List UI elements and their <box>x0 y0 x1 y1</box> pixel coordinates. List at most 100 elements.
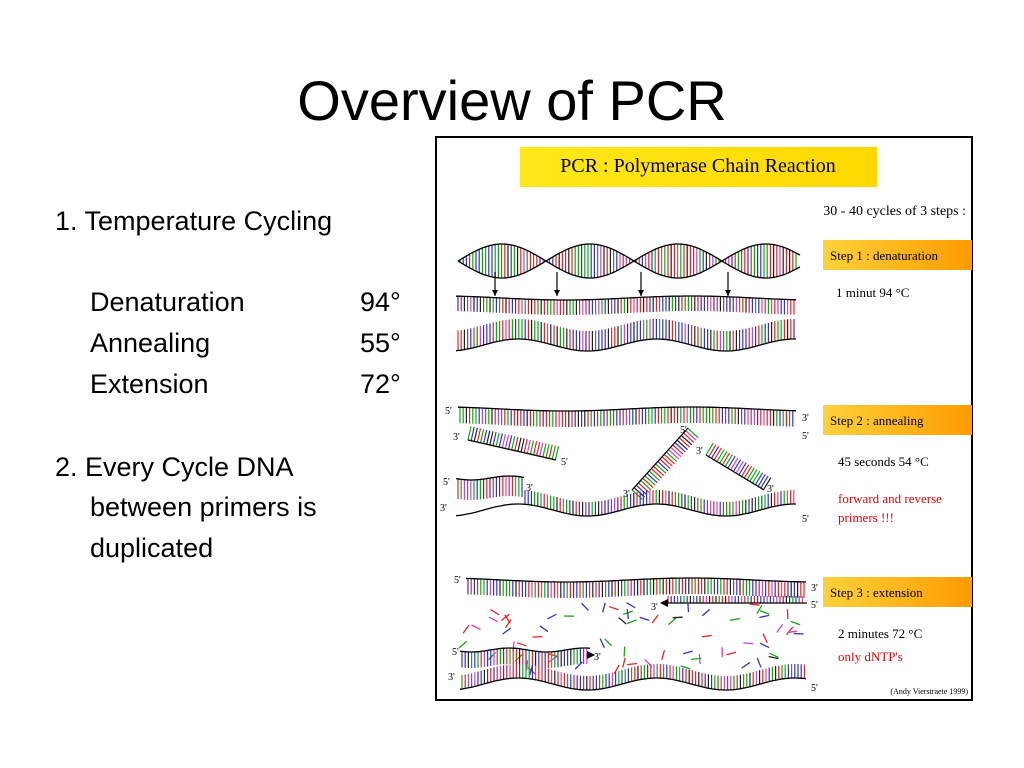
dntp <box>599 638 605 648</box>
dntp <box>729 617 740 622</box>
dntp <box>623 646 626 657</box>
arrow-head <box>660 599 668 607</box>
dntp <box>525 660 529 671</box>
base <box>479 429 485 443</box>
strand-label: 3' <box>453 432 460 443</box>
step-note: 1 minut 94 °C <box>836 285 909 300</box>
strand <box>457 243 801 279</box>
base <box>511 436 516 451</box>
strand-label: 3' <box>526 483 533 494</box>
base <box>668 449 680 460</box>
strand-label: 5' <box>454 575 461 586</box>
base <box>635 484 648 496</box>
dntp <box>627 619 637 625</box>
base <box>542 443 547 458</box>
strand-label: 5' <box>811 683 818 694</box>
base <box>498 433 503 448</box>
dntp <box>741 661 751 669</box>
base <box>640 480 652 491</box>
base <box>708 444 717 457</box>
dntp <box>626 662 638 666</box>
strand-label: 5' <box>802 514 809 525</box>
dntp <box>626 602 636 609</box>
base <box>520 438 525 453</box>
strand <box>457 243 801 279</box>
base <box>536 441 541 456</box>
dntp <box>462 624 470 634</box>
dntp <box>504 619 512 629</box>
strand-label: 5' <box>802 431 809 442</box>
step-highlight: primers !!! <box>838 510 894 525</box>
base <box>685 430 697 441</box>
dntp <box>759 614 770 619</box>
list-item: 2. Every Cycle DNA <box>55 452 294 482</box>
base <box>653 465 665 477</box>
strand-label: 3' <box>448 672 455 683</box>
arrow-head <box>587 651 595 659</box>
strand-label: 3' <box>651 602 658 613</box>
strand-label: 3' <box>594 652 601 663</box>
dntp <box>756 657 762 668</box>
base <box>657 461 669 472</box>
base <box>724 454 733 467</box>
base <box>644 475 656 486</box>
base <box>514 436 519 451</box>
step-temp: 55° <box>360 328 401 358</box>
base <box>523 438 528 453</box>
step-name: Denaturation <box>90 287 245 317</box>
step-box <box>823 405 972 435</box>
step-label: Step 2 : annealing <box>830 413 924 428</box>
dntp <box>574 661 583 670</box>
strand <box>705 454 765 491</box>
arrow-head <box>638 290 644 296</box>
base <box>529 440 535 455</box>
base <box>467 426 472 441</box>
slide-title: Overview of PCR <box>297 69 726 132</box>
base <box>746 467 755 481</box>
base <box>551 445 556 460</box>
dntp <box>504 614 511 624</box>
step-name: Annealing <box>90 328 210 358</box>
figure-subtitle: 30 - 40 cycles of 3 steps : <box>823 204 966 219</box>
dntp <box>458 640 468 649</box>
base <box>735 460 744 474</box>
base <box>501 434 507 448</box>
dntp <box>790 620 801 626</box>
base <box>661 456 673 467</box>
strand-label: 3' <box>440 503 447 514</box>
list-item-line: duplicated <box>90 533 213 563</box>
step-label: Step 3 : extension <box>830 585 923 600</box>
base <box>713 447 722 461</box>
strand <box>459 677 807 691</box>
base <box>486 430 491 445</box>
base <box>665 451 678 462</box>
dntp <box>604 638 613 647</box>
strand-label: 5' <box>811 600 818 611</box>
step-temp: 72° <box>360 369 401 399</box>
arrow-head <box>492 290 498 296</box>
dntp <box>608 605 619 611</box>
dntp <box>547 613 557 620</box>
base <box>752 470 761 484</box>
base <box>532 441 538 456</box>
dntp <box>793 632 804 635</box>
base <box>680 434 693 446</box>
dna-illustration <box>455 243 807 691</box>
base <box>655 463 667 474</box>
dntp <box>698 653 701 665</box>
base <box>476 428 482 443</box>
dntp <box>743 642 754 645</box>
base <box>492 431 497 446</box>
base <box>470 426 475 441</box>
dntp <box>516 642 527 647</box>
strand-label: 5' <box>680 425 687 436</box>
base <box>526 439 531 454</box>
list-item-line: between primers is <box>90 492 317 522</box>
base <box>727 455 736 469</box>
dntp <box>759 610 770 615</box>
base <box>554 446 560 460</box>
dntp <box>786 626 794 636</box>
base <box>743 465 753 479</box>
arrow-head <box>554 290 560 296</box>
arrow-head <box>725 290 731 296</box>
